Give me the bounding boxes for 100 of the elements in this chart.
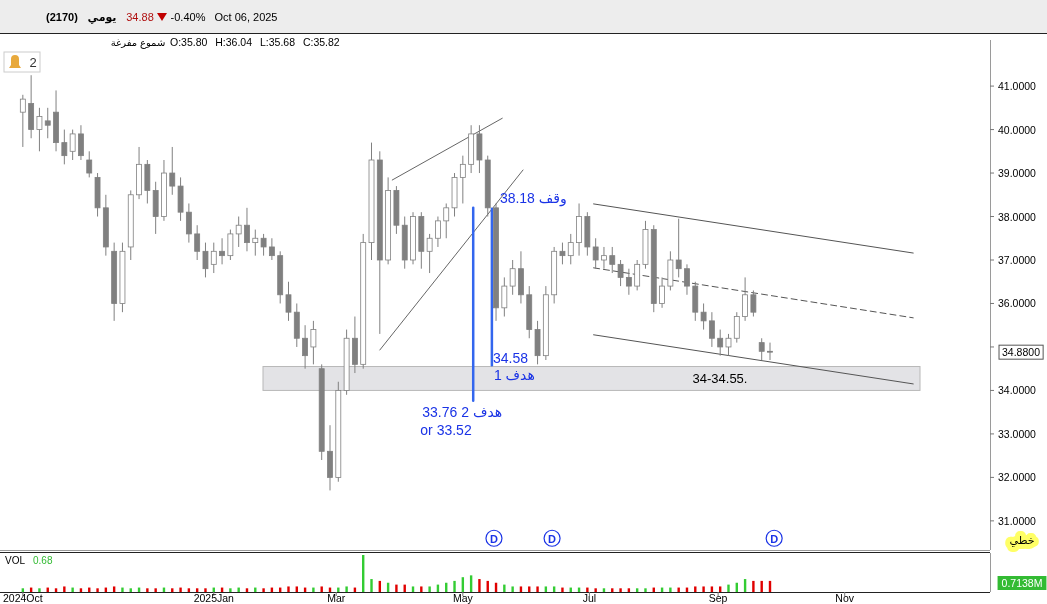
candlestick xyxy=(426,233,433,274)
candlestick xyxy=(617,259,624,287)
text: 34.88 xyxy=(126,11,154,23)
y-tick-label: 36.0000 xyxy=(998,297,1037,310)
candlestick xyxy=(684,263,690,296)
annotation: 2 xyxy=(29,54,37,70)
y-tick-label: 32.0000 xyxy=(998,471,1037,484)
candlestick xyxy=(675,218,682,278)
candlestick xyxy=(742,276,748,322)
y-tick-label: 34.0000 xyxy=(998,384,1037,397)
candlestick xyxy=(268,237,275,261)
candlestick xyxy=(169,146,176,196)
bar xyxy=(337,587,340,592)
x-tick-label: Jul xyxy=(582,592,597,604)
candlestick xyxy=(601,246,607,270)
bar xyxy=(229,588,232,592)
x-tick-label: 2024Oct xyxy=(2,592,43,604)
chart-title: (2170) xyxy=(46,11,79,23)
bar xyxy=(760,580,763,592)
x-tick-label: Nov xyxy=(835,592,855,604)
bar xyxy=(644,588,647,592)
bar xyxy=(594,588,597,592)
candlestick xyxy=(717,329,724,357)
annotation: هدف 1 xyxy=(493,367,535,384)
bar xyxy=(428,586,431,592)
bar xyxy=(536,586,539,592)
y-tick-label: 40.0000 xyxy=(998,123,1037,136)
candlestick xyxy=(61,129,68,165)
y-tick-label: 37.0000 xyxy=(998,254,1037,266)
bar xyxy=(561,587,564,592)
x-tick-label: Mar xyxy=(327,592,346,604)
candlestick xyxy=(567,233,574,265)
chart-subtitle: O:35.80 H:36.04 L:35.68 C:35.82 xyxy=(170,36,340,48)
bar xyxy=(121,587,124,592)
candlestick xyxy=(435,216,441,248)
candlestick xyxy=(252,229,259,257)
candlestick xyxy=(78,124,84,161)
candlestick xyxy=(86,150,93,178)
bar xyxy=(63,586,66,592)
candlestick xyxy=(235,216,242,248)
y-tick-label: 39.0000 xyxy=(998,167,1037,180)
candlestick xyxy=(19,94,26,148)
annotation: D xyxy=(489,532,498,545)
bar xyxy=(262,588,265,592)
annotation: D xyxy=(548,532,557,545)
text: -0.40% xyxy=(170,11,206,23)
annotation: وقف 38.18 xyxy=(499,189,567,207)
bar xyxy=(287,586,290,592)
candlestick xyxy=(708,311,715,348)
bar xyxy=(503,584,506,592)
candlestick xyxy=(443,202,450,239)
bar xyxy=(519,586,523,592)
annotation: or 33.52 xyxy=(420,422,472,438)
bar xyxy=(154,588,157,592)
bar xyxy=(179,587,182,592)
annotation: 34.58 xyxy=(493,350,529,366)
bar xyxy=(511,586,514,592)
bar xyxy=(528,586,531,592)
bar xyxy=(71,587,74,592)
candlestick xyxy=(767,342,773,361)
bar xyxy=(710,586,714,592)
bar xyxy=(38,588,41,592)
candlestick xyxy=(750,289,757,318)
bar xyxy=(96,588,99,592)
text: 34.8800 xyxy=(1002,346,1041,359)
text: يومي xyxy=(87,11,117,24)
bar xyxy=(702,586,705,592)
bar xyxy=(677,587,680,592)
bar xyxy=(420,586,423,592)
text: 0.7138M xyxy=(1001,577,1043,589)
candlestick xyxy=(210,242,217,274)
candlestick xyxy=(69,129,76,161)
candlestick xyxy=(44,107,51,139)
bar xyxy=(552,586,556,592)
candlestick xyxy=(700,302,707,331)
candlestick xyxy=(260,233,267,257)
bar xyxy=(694,586,697,592)
bar xyxy=(453,580,456,592)
bar xyxy=(312,587,315,592)
y-tick-label: 33.0000 xyxy=(998,427,1037,440)
bar xyxy=(544,586,548,592)
candlestick xyxy=(310,320,317,365)
bar xyxy=(727,584,730,592)
bar xyxy=(345,586,348,592)
bar xyxy=(586,587,589,592)
y-tick-label: 41.0000 xyxy=(998,80,1037,93)
annotation: VOL xyxy=(5,554,26,566)
bar xyxy=(395,584,398,592)
candlestick xyxy=(227,229,234,261)
candlestick xyxy=(559,242,566,265)
y-tick-label: 31.0000 xyxy=(998,514,1037,527)
candlestick xyxy=(459,155,466,204)
candlestick xyxy=(758,337,765,361)
bar xyxy=(718,586,722,592)
annotation: شموع مفرغة xyxy=(110,36,166,49)
candlestick xyxy=(194,224,201,261)
y-tick-label: 38.0000 xyxy=(998,210,1037,223)
candlestick xyxy=(592,237,599,270)
bar xyxy=(295,586,298,592)
candlestick xyxy=(202,242,209,278)
